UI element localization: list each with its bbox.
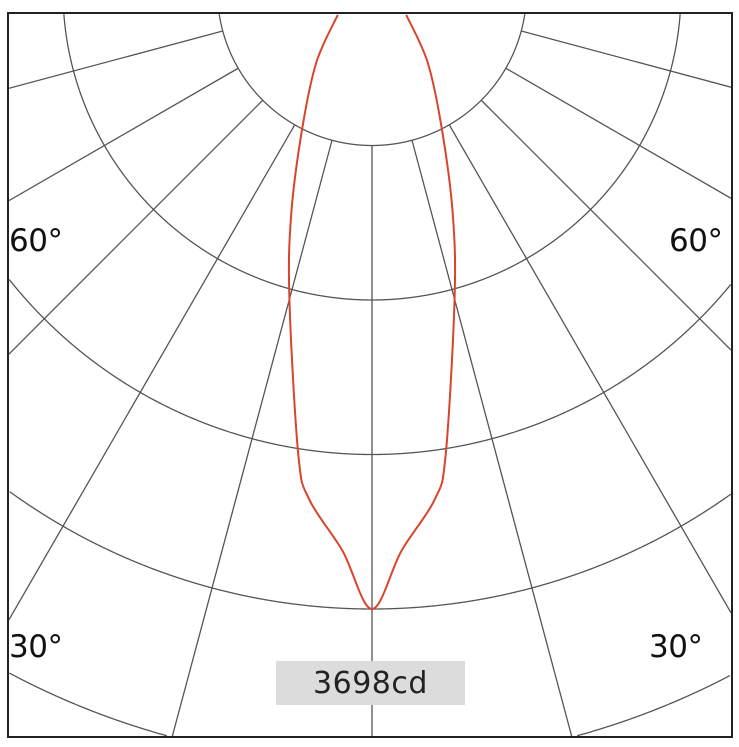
grid-radial-line [9, 124, 296, 621]
grid-radial-line [411, 140, 573, 736]
grid-radial-line [480, 99, 731, 351]
grid-radial-line [9, 30, 223, 89]
grid-ring [63, 14, 681, 301]
angle-label-left-30: 30° [9, 629, 63, 665]
intensity-curve [287, 14, 457, 611]
grid-radial-line [505, 67, 731, 199]
angle-label-right-60: 60° [669, 223, 723, 259]
peak-intensity-label: 3698cd [276, 661, 465, 705]
grid-radial-line [171, 140, 333, 736]
grid-radial-line [9, 67, 239, 202]
angle-label-right-30: 30° [649, 629, 703, 665]
grid-ring [9, 672, 731, 736]
grid-radial-line [448, 124, 731, 614]
polar-diagram-frame: 60° 60° 30° 30° 3698cd [7, 12, 733, 738]
grid-ring [218, 14, 526, 147]
grid-radial-line [9, 99, 264, 355]
grid-ring [9, 279, 731, 456]
polar-plot [9, 14, 731, 736]
grid-radial-line [521, 30, 731, 88]
grid-ring [9, 491, 731, 610]
angle-label-left-60: 60° [9, 223, 63, 259]
